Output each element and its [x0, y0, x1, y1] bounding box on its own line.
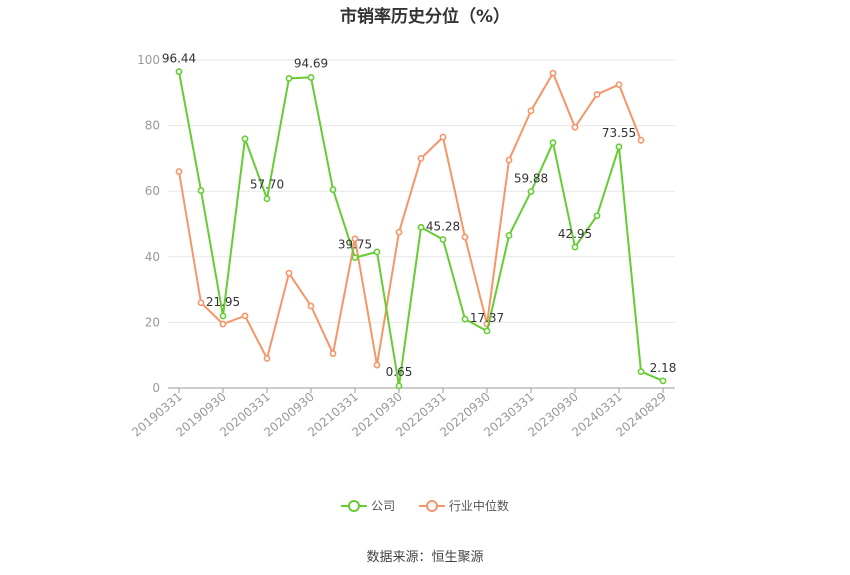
data-point-industry: [351, 235, 359, 243]
legend: 公司 行业中位数: [0, 497, 850, 516]
y-tick-label: 20: [145, 315, 160, 329]
data-label-company: 17.37: [470, 311, 504, 325]
data-point-company: [571, 243, 579, 251]
data-point-company: [197, 187, 205, 194]
data-point-industry: [637, 136, 645, 144]
data-point-company: [483, 327, 491, 335]
data-point-industry: [263, 355, 271, 362]
data-source: 数据来源：恒生聚源: [366, 550, 484, 565]
data-point-company: [637, 368, 645, 375]
data-point-industry: [197, 299, 205, 307]
data-label-company: 39.75: [338, 238, 372, 252]
data-point-company: [461, 315, 469, 323]
data-point-industry: [373, 361, 381, 369]
data-label-company: 59.88: [514, 172, 548, 186]
data-point-industry: [549, 69, 557, 77]
data-label-company: 21.95: [206, 295, 240, 309]
data-point-company: [593, 212, 601, 220]
data-point-industry: [615, 81, 623, 88]
series-line-industry: [178, 72, 642, 366]
data-point-industry: [461, 233, 469, 241]
data-point-company: [439, 236, 447, 243]
data-point-company: [285, 74, 293, 82]
legend-label-industry: 行业中位数: [448, 499, 509, 513]
data-label-company: 57.70: [250, 178, 284, 192]
data-point-company: [307, 74, 315, 81]
data-point-company: [175, 68, 183, 76]
y-tick-label: 40: [145, 250, 160, 264]
data-point-company: [615, 143, 623, 151]
y-tick-label: 80: [145, 119, 160, 133]
data-point-company: [241, 135, 249, 143]
chart-title: 市销率历史分位（%）: [339, 7, 511, 27]
y-tick-label: 0: [152, 381, 160, 395]
data-point-industry: [241, 312, 249, 320]
data-label-company: 0.65: [386, 365, 413, 379]
data-point-company: [329, 186, 337, 193]
data-label-company: 2.18: [650, 361, 677, 375]
legend-swatch-company: [341, 499, 368, 513]
legend-item-industry[interactable]: 行业中位数: [418, 497, 509, 514]
data-point-industry: [593, 91, 601, 98]
data-point-industry: [175, 168, 183, 175]
data-point-industry: [395, 228, 403, 236]
data-point-company: [505, 232, 513, 239]
data-label-company: 45.28: [426, 219, 460, 233]
data-point-company: [373, 248, 381, 256]
data-point-industry: [439, 133, 447, 141]
data-point-industry: [527, 107, 535, 115]
legend-swatch-industry: [418, 499, 445, 513]
data-point-industry: [329, 350, 337, 357]
data-point-company: [417, 223, 425, 231]
data-point-industry: [571, 123, 579, 131]
data-label-company: 96.44: [162, 52, 196, 66]
data-point-company: [219, 312, 227, 320]
y-tick-label: 100: [137, 53, 160, 67]
data-label-company: 73.55: [602, 126, 636, 140]
data-point-industry: [219, 320, 227, 328]
data-point-company: [395, 382, 403, 390]
legend-item-company[interactable]: 公司: [341, 497, 395, 514]
data-point-company: [659, 377, 667, 385]
data-point-company: [263, 195, 271, 203]
data-point-company: [351, 254, 359, 262]
data-point-industry: [285, 269, 293, 277]
data-label-company: 42.95: [558, 227, 592, 241]
data-point-company: [549, 139, 557, 147]
data-label-company: 94.69: [294, 56, 328, 70]
data-point-company: [527, 188, 535, 195]
data-point-industry: [417, 154, 425, 162]
data-point-industry: [505, 156, 513, 164]
data-point-industry: [307, 302, 315, 310]
y-tick-label: 60: [145, 184, 160, 198]
legend-label-company: 公司: [371, 499, 396, 513]
